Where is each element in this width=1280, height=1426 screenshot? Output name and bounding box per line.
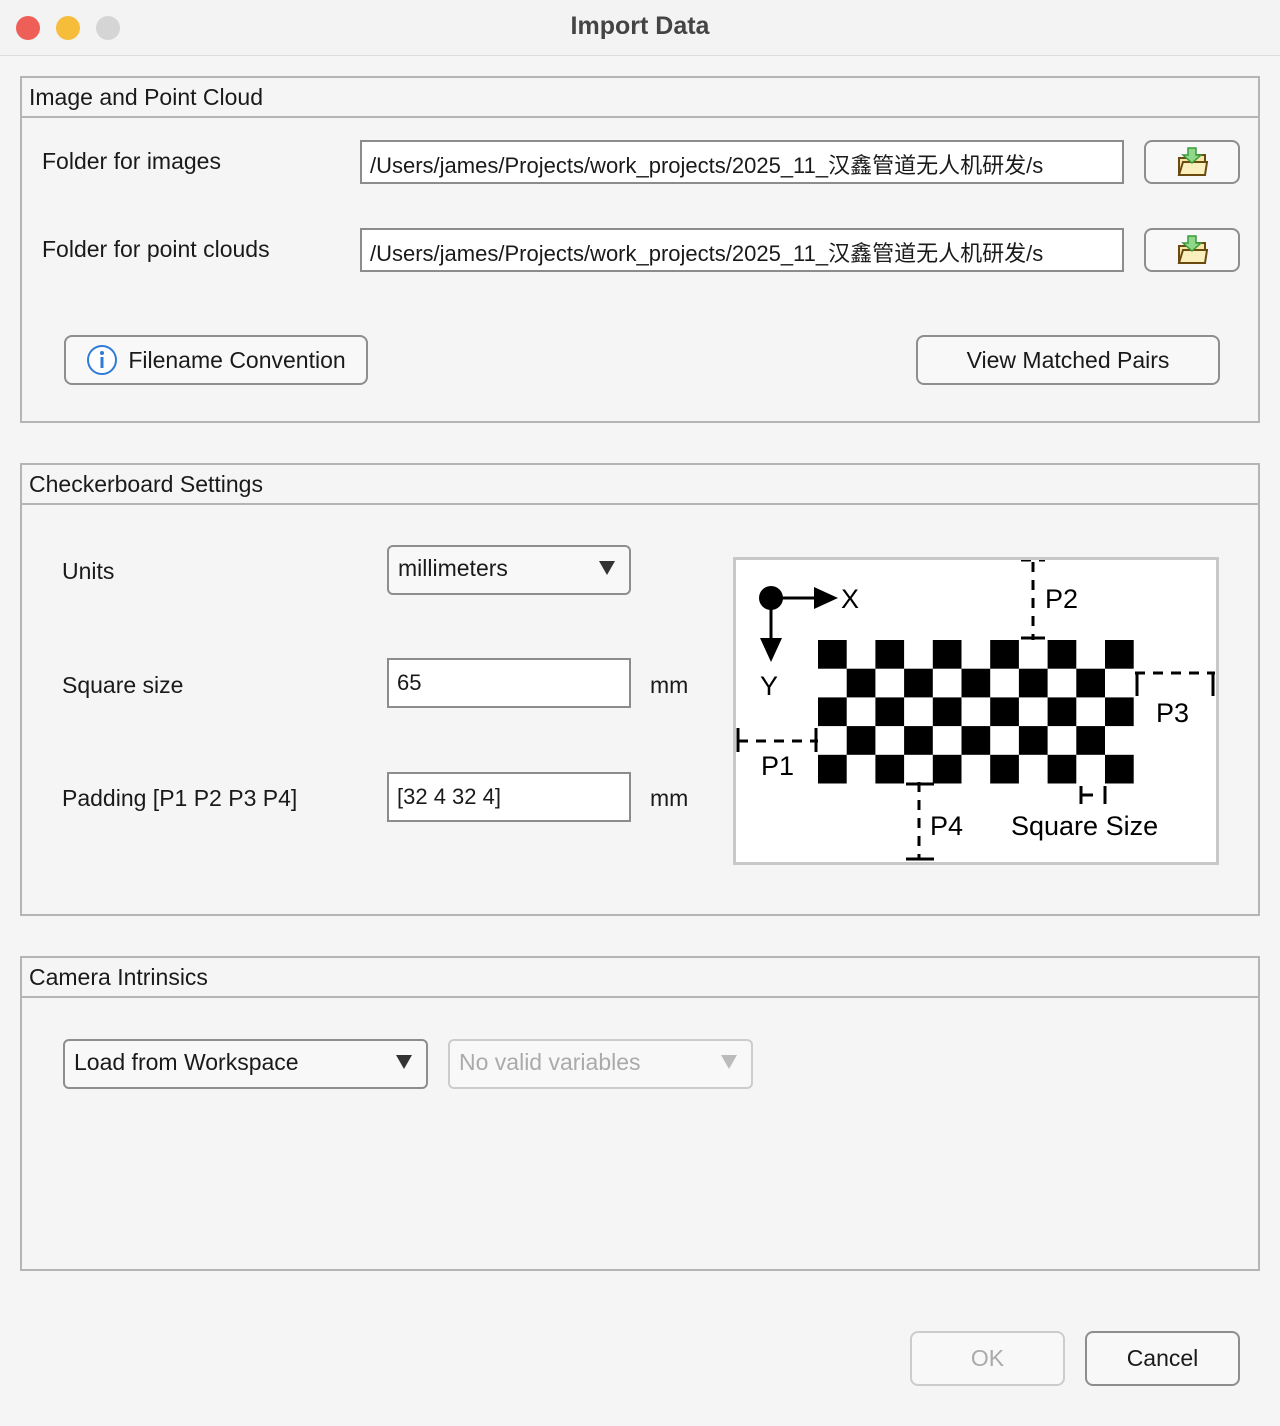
- p3-marker: [1135, 672, 1215, 696]
- square-size-marker: [1079, 786, 1107, 804]
- p1-marker: [736, 728, 818, 752]
- checker-square: [1105, 697, 1134, 727]
- checker-square: [961, 726, 991, 755]
- view-matched-pairs-button[interactable]: View Matched Pairs: [916, 335, 1220, 385]
- square-size-input[interactable]: 65: [387, 658, 631, 708]
- images-folder-input[interactable]: /Users/james/Projects/work_projects/2025…: [360, 140, 1124, 184]
- minimize-button[interactable]: [56, 16, 80, 40]
- x-label: X: [841, 584, 859, 614]
- browse-images-button[interactable]: [1144, 140, 1240, 184]
- checker-square: [1076, 668, 1105, 698]
- checker-square: [875, 697, 905, 727]
- folder-import-icon: [1177, 147, 1209, 176]
- checker-square: [846, 668, 876, 698]
- chevron-down-icon: [721, 1055, 737, 1069]
- checker-square: [818, 697, 847, 727]
- filename-convention-label: Filename Convention: [128, 346, 346, 373]
- clouds-label: Folder for point clouds: [42, 236, 270, 262]
- p3-label: P3: [1156, 698, 1189, 728]
- checker-square: [961, 668, 991, 698]
- checker-square: [932, 697, 962, 727]
- chevron-down-icon: [599, 561, 615, 575]
- p2-label: P2: [1045, 584, 1078, 614]
- units-value: millimeters: [398, 555, 508, 581]
- padding-label: Padding [P1 P2 P3 P4]: [62, 785, 298, 811]
- workspace-variable-value: No valid variables: [459, 1049, 641, 1075]
- square-size-unit: mm: [650, 672, 689, 698]
- cancel-button[interactable]: Cancel: [1085, 1331, 1240, 1386]
- checker-square: [990, 754, 1019, 784]
- checker-square: [904, 726, 933, 755]
- checker-square: [846, 726, 876, 755]
- checker-square: [990, 640, 1019, 669]
- folder-import-icon: [1177, 235, 1209, 264]
- ok-button[interactable]: OK: [910, 1331, 1065, 1386]
- panel-title: Camera Intrinsics: [22, 958, 1258, 998]
- checker-square: [818, 754, 847, 784]
- clouds-folder-input[interactable]: /Users/james/Projects/work_projects/2025…: [360, 228, 1124, 272]
- checkerboard-squares: [818, 640, 1134, 784]
- checker-square: [1047, 640, 1077, 669]
- square-size-label: Square size: [62, 672, 184, 698]
- checker-square: [904, 668, 933, 698]
- workspace-variable-dropdown[interactable]: No valid variables: [448, 1039, 753, 1089]
- checker-square: [818, 640, 847, 669]
- checker-square: [1076, 726, 1105, 755]
- checker-square: [875, 640, 905, 669]
- zoom-button[interactable]: [96, 16, 120, 40]
- checker-square: [1047, 697, 1077, 727]
- image-panel: Image and Point Cloud Folder for images …: [20, 76, 1260, 423]
- panel-title: Checkerboard Settings: [22, 465, 1258, 505]
- checker-square: [1018, 668, 1048, 698]
- close-button[interactable]: [16, 16, 40, 40]
- checker-square: [932, 640, 962, 669]
- p4-label: P4: [930, 811, 963, 841]
- units-label: Units: [62, 558, 115, 584]
- square-size-label: Square Size: [1011, 811, 1158, 841]
- units-dropdown[interactable]: millimeters: [387, 545, 631, 595]
- checkerboard-diagram: X Y P2 P3 P1 P4 Square Size: [733, 557, 1219, 865]
- window-title: Import Data: [570, 12, 710, 40]
- panel-title: Image and Point Cloud: [22, 78, 1258, 118]
- intrinsics-source-value: Load from Workspace: [74, 1049, 299, 1075]
- p4-marker: [906, 782, 934, 861]
- p1-label: P1: [761, 751, 794, 781]
- intrinsics-panel: Camera Intrinsics Load from Workspace No…: [20, 956, 1260, 1271]
- filename-convention-button[interactable]: Filename Convention: [64, 335, 368, 385]
- padding-input[interactable]: [32 4 32 4]: [387, 772, 631, 822]
- checker-square: [1018, 726, 1048, 755]
- title-bar: Import Data: [0, 0, 1280, 56]
- checker-square: [932, 754, 962, 784]
- checker-square: [1105, 640, 1134, 669]
- images-label: Folder for images: [42, 148, 221, 174]
- intrinsics-source-dropdown[interactable]: Load from Workspace: [63, 1039, 428, 1089]
- checkerboard-panel: Checkerboard Settings Units millimeters …: [20, 463, 1260, 916]
- checker-square: [990, 697, 1019, 727]
- checker-square: [875, 754, 905, 784]
- chevron-down-icon: [396, 1055, 412, 1069]
- checker-square: [1105, 754, 1134, 784]
- browse-clouds-button[interactable]: [1144, 228, 1240, 272]
- info-icon: [87, 345, 118, 375]
- y-label: Y: [760, 671, 778, 701]
- padding-unit: mm: [650, 785, 689, 811]
- checker-square: [1047, 754, 1077, 784]
